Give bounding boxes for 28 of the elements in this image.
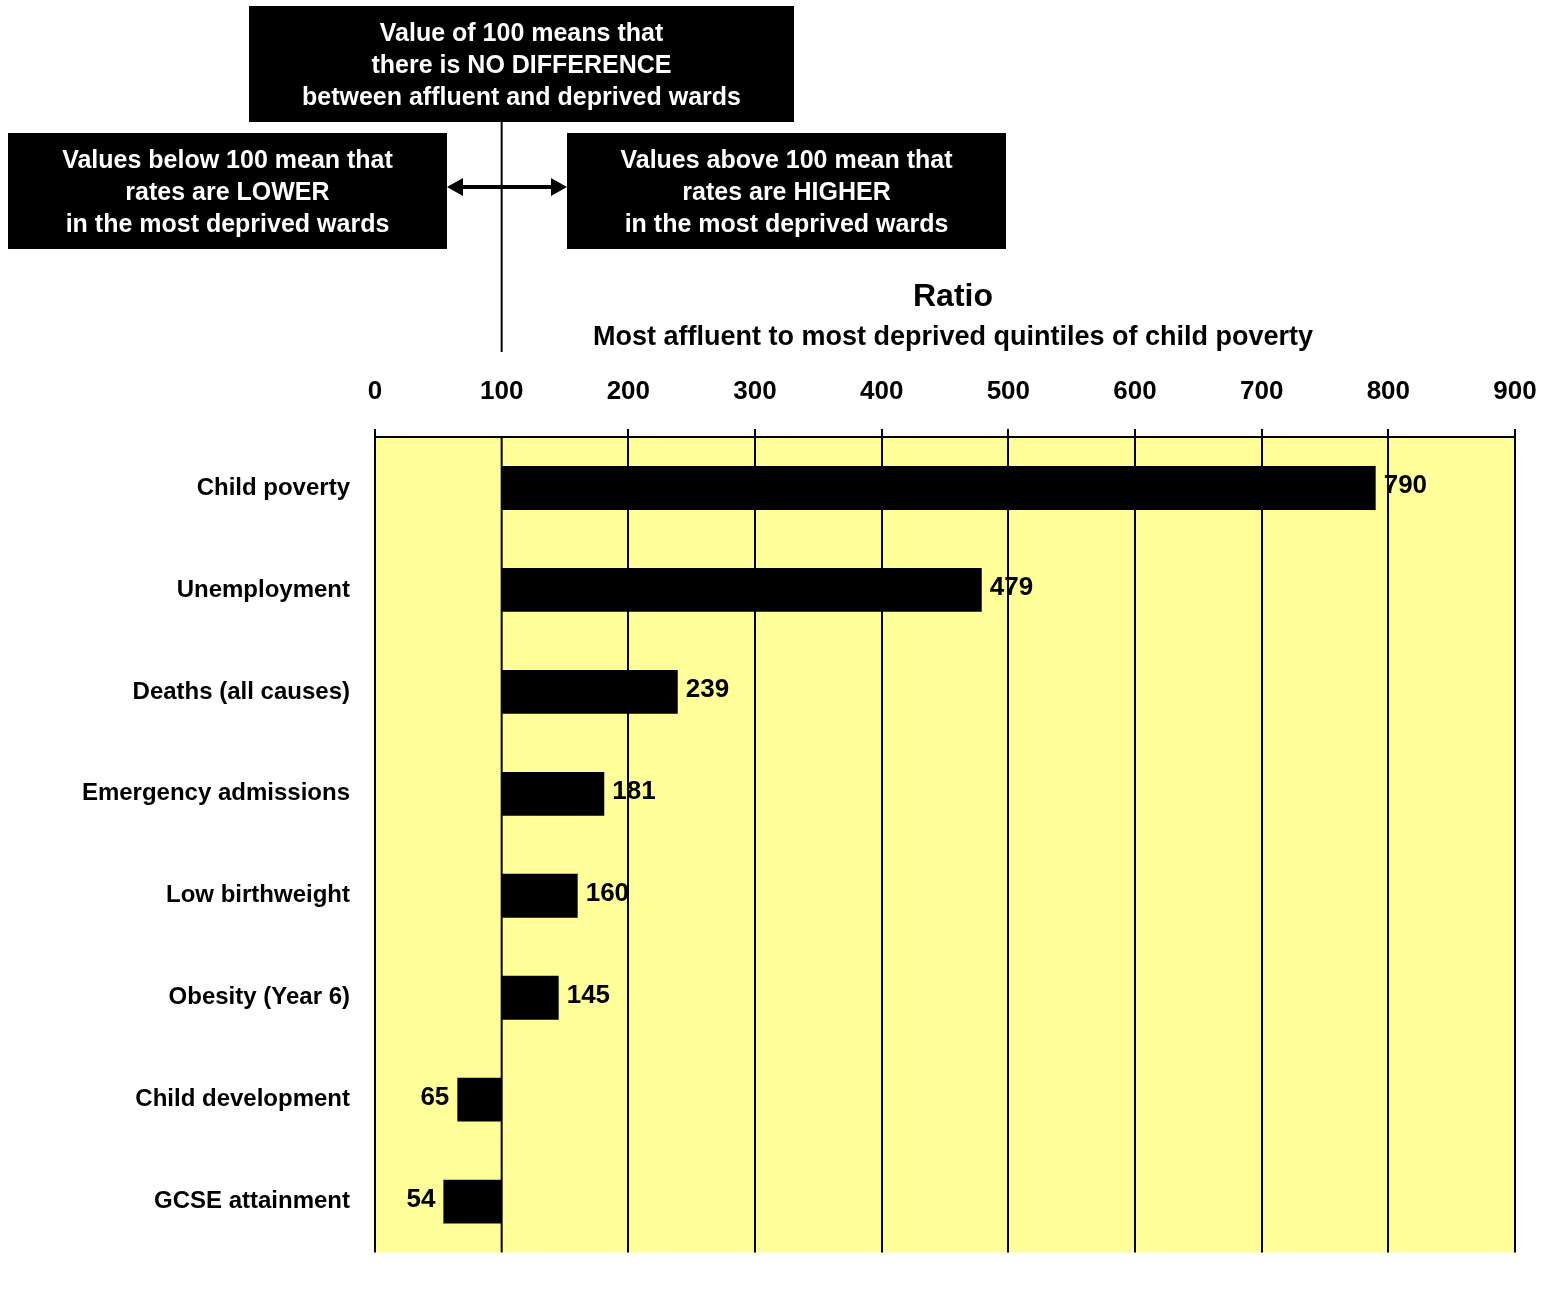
x-tick-label: 600 [1113, 374, 1157, 405]
y-tick-label: Unemployment [176, 574, 350, 602]
chart-subtitle: Most affluent to most deprived quintiles of child poverty [592, 321, 1314, 352]
y-tick-label: Low birthweight [166, 880, 350, 908]
y-tick-label: Emergency admissions [81, 778, 350, 806]
data-label: 239 [685, 673, 730, 704]
x-tick-label: 400 [859, 374, 904, 405]
data-label: 145 [566, 978, 611, 1009]
x-tick-label: 0 [367, 374, 383, 405]
text: Values above 100 mean that rates are HIGHER in the most deprived wards [567, 133, 1006, 249]
y-tick-label: Child development [135, 1084, 351, 1112]
chart-title: Ratio [913, 276, 993, 313]
x-tick-label: 900 [1493, 374, 1537, 405]
x-tick-label: 500 [986, 374, 1031, 405]
x-tick-label: 700 [1239, 374, 1284, 405]
y-tick-label: Obesity (Year 6) [168, 982, 350, 1010]
y-tick-label: GCSE attainment [153, 1186, 351, 1214]
y-tick-label: Deaths (all causes) [132, 676, 350, 704]
text: Values below 100 mean that rates are LOWER in the most deprived wards [8, 133, 447, 249]
y-tick-label: Child poverty [196, 472, 351, 500]
x-tick-label: 800 [1366, 374, 1411, 405]
x-tick-label: 300 [733, 374, 777, 405]
data-label: 65 [420, 1080, 450, 1111]
data-label: 160 [585, 876, 630, 907]
ref-line-label: Value of 100 means that there is NO DIFFERENCE between affluent and deprived wards [249, 6, 794, 122]
x-tick-label: 200 [606, 374, 651, 405]
x-tick-label: 100 [479, 374, 524, 405]
data-label: 54 [406, 1182, 436, 1213]
